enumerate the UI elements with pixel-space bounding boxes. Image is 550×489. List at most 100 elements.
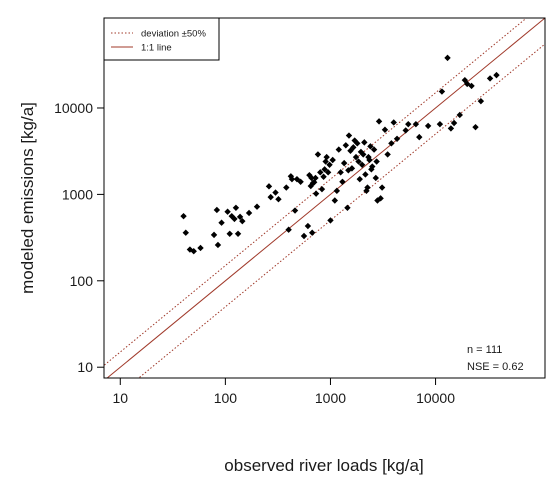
- data-point-46: [323, 153, 330, 161]
- data-point-50: [329, 156, 336, 164]
- data-point-42: [318, 185, 326, 193]
- data-point-15: [236, 213, 244, 221]
- data-point-89: [384, 151, 391, 158]
- data-point-57: [342, 142, 350, 149]
- data-point-100: [444, 54, 451, 62]
- data-point-101: [447, 125, 455, 132]
- data-point-63: [350, 144, 357, 151]
- data-point-82: [372, 174, 379, 182]
- data-point-109: [486, 75, 494, 82]
- data-point-45: [322, 158, 329, 165]
- data-point-102: [450, 119, 458, 127]
- x-axis: 10 100 1000 10000: [112, 378, 455, 406]
- deviation-line-2: [137, 43, 545, 378]
- data-point-39: [312, 190, 320, 197]
- y-axis: 10 100 1000 10000: [54, 100, 104, 375]
- data-point-97: [424, 122, 432, 130]
- data-point-88: [381, 126, 389, 133]
- data-point-16: [239, 217, 246, 225]
- data-point-4: [197, 244, 204, 252]
- y-tick-label-1: 100: [70, 273, 94, 289]
- data-point-106: [468, 82, 475, 90]
- data-point-103: [456, 111, 463, 119]
- data-point-44: [321, 166, 328, 173]
- data-point-75: [364, 184, 371, 191]
- data-point-29: [297, 178, 304, 185]
- data-point-62: [348, 165, 356, 172]
- data-point-77: [366, 156, 373, 164]
- data-point-70: [358, 161, 366, 169]
- data-point-107: [472, 123, 479, 131]
- x-axis-title: observed river loads [kg/a]: [224, 456, 423, 475]
- data-point-43: [320, 173, 327, 180]
- data-point-56: [340, 159, 348, 167]
- data-point-65: [352, 153, 360, 161]
- data-point-17: [245, 209, 253, 217]
- data-point-66: [354, 140, 361, 147]
- data-point-19: [265, 183, 273, 190]
- y-tick-label-3: 10000: [54, 100, 93, 116]
- data-point-104: [461, 76, 469, 84]
- data-point-14: [234, 230, 242, 237]
- data-point-49: [327, 217, 334, 224]
- x-tick-label-3: 10000: [416, 390, 455, 406]
- legend-label-1to1: 1:1 line: [141, 43, 172, 54]
- data-point-71: [360, 151, 367, 158]
- data-point-58: [344, 204, 351, 211]
- legend-label-deviation: deviation ±50%: [141, 29, 206, 40]
- data-point-47: [324, 169, 332, 176]
- data-point-98: [436, 120, 444, 128]
- data-point-83: [373, 158, 380, 165]
- data-point-55: [339, 178, 346, 185]
- data-point-30: [300, 232, 308, 240]
- reference-lines: [104, 18, 545, 378]
- legend-box: [103, 17, 220, 61]
- data-point-38: [312, 174, 319, 182]
- x-tick-label-2: 1000: [315, 390, 346, 406]
- data-point-73: [362, 171, 369, 178]
- data-point-26: [288, 175, 296, 183]
- data-point-8: [218, 219, 225, 226]
- data-point-72: [361, 139, 368, 146]
- data-point-85: [375, 118, 383, 125]
- data-point-93: [402, 127, 409, 134]
- data-point-0: [180, 212, 187, 220]
- data-point-78: [367, 143, 374, 150]
- data-point-86: [377, 195, 384, 202]
- data-point-105: [463, 80, 471, 88]
- legend: deviation ±50% 1:1 line: [103, 17, 220, 61]
- data-point-40: [314, 151, 322, 158]
- data-point-80: [369, 163, 376, 170]
- data-point-48: [326, 161, 333, 169]
- data-point-34: [308, 174, 315, 182]
- one-to-one-line: [106, 18, 545, 378]
- data-point-52: [333, 187, 341, 195]
- plot-frame: [103, 17, 546, 379]
- data-point-74: [363, 187, 370, 195]
- data-point-9: [224, 208, 231, 215]
- annotation-n: n = 111: [467, 344, 502, 356]
- data-point-1: [182, 229, 189, 236]
- y-axis-title: modeled emissions [kg/a]: [18, 102, 37, 294]
- y-tick-label-2: 1000: [62, 186, 93, 202]
- y-tick-label-0: 10: [77, 359, 93, 375]
- data-point-68: [356, 175, 363, 183]
- data-point-5: [210, 231, 218, 239]
- data-point-24: [285, 226, 292, 233]
- data-point-94: [405, 120, 412, 128]
- data-point-3: [190, 248, 197, 255]
- data-point-60: [345, 132, 353, 139]
- data-point-41: [317, 169, 324, 176]
- data-point-53: [335, 146, 342, 153]
- data-points: [180, 54, 500, 255]
- data-point-54: [337, 169, 344, 176]
- data-point-99: [438, 88, 446, 95]
- data-point-31: [304, 222, 312, 230]
- data-point-92: [393, 135, 401, 142]
- data-point-81: [370, 146, 378, 153]
- data-point-90: [388, 140, 395, 147]
- data-point-7: [214, 241, 222, 249]
- x-tick-label-1: 100: [214, 390, 238, 406]
